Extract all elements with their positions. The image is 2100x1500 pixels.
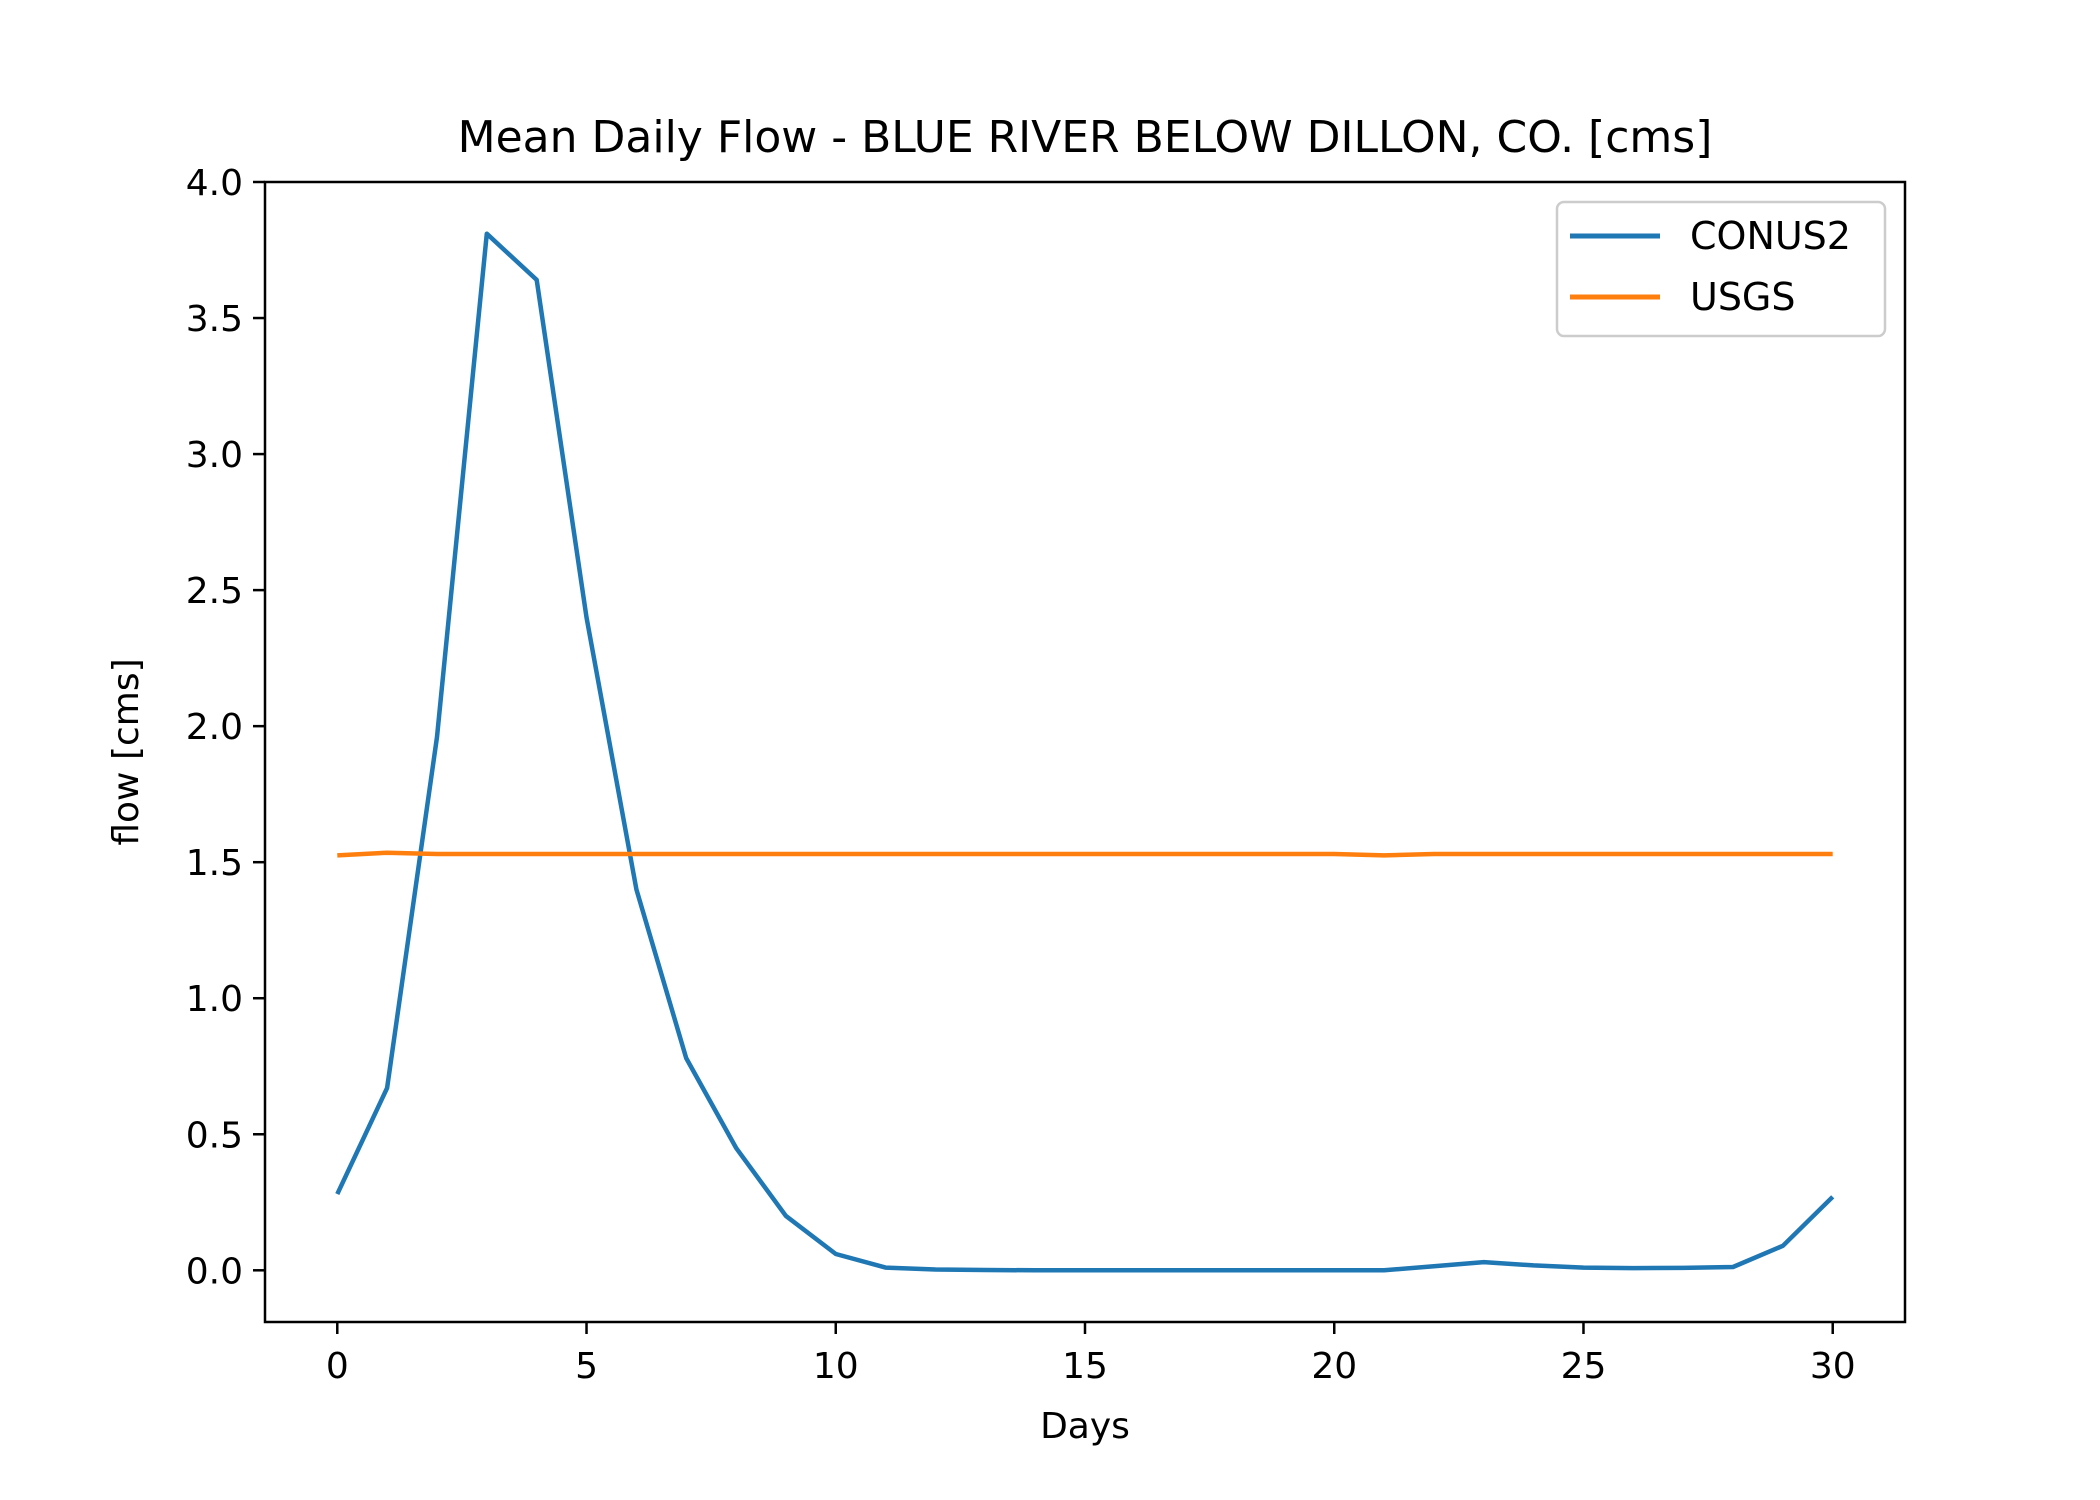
y-tick-label: 0.5 <box>186 1115 243 1156</box>
series-layer <box>335 231 1835 1273</box>
x-tick-label: 0 <box>326 1346 349 1387</box>
x-tick-label: 30 <box>1810 1346 1856 1387</box>
legend: CONUS2 USGS <box>1555 200 1887 338</box>
y-tick-label: 1.5 <box>186 843 243 884</box>
y-tick-label: 2.5 <box>186 571 243 612</box>
x-axis-label: Days <box>1040 1406 1130 1447</box>
x-tick-label: 20 <box>1311 1346 1357 1387</box>
y-tick-label: 3.0 <box>186 435 243 476</box>
x-tick-label: 5 <box>575 1346 598 1387</box>
legend-label-usgs: USGS <box>1690 275 1796 319</box>
chart-title: Mean Daily Flow - BLUE RIVER BELOW DILLO… <box>458 112 1713 163</box>
y-tick-label: 4.0 <box>186 163 243 204</box>
y-axis: 0.0 0.5 1.0 1.5 2.0 2.5 3.0 3.5 4.0 <box>186 163 265 1292</box>
y-tick-label: 1.0 <box>186 979 243 1020</box>
legend-label-conus2: CONUS2 <box>1690 214 1851 258</box>
x-tick-label: 10 <box>813 1346 859 1387</box>
y-tick-label: 3.5 <box>186 299 243 340</box>
series-line-usgs <box>337 850 1833 858</box>
y-tick-label: 2.0 <box>186 707 243 748</box>
series-line-conus2 <box>335 231 1835 1273</box>
x-tick-label: 25 <box>1561 1346 1607 1387</box>
x-axis: 0 5 10 15 20 25 30 <box>326 1322 1856 1387</box>
y-tick-label: 0.0 <box>186 1251 243 1292</box>
y-axis-label: flow [cms] <box>106 658 147 845</box>
x-tick-label: 15 <box>1062 1346 1108 1387</box>
